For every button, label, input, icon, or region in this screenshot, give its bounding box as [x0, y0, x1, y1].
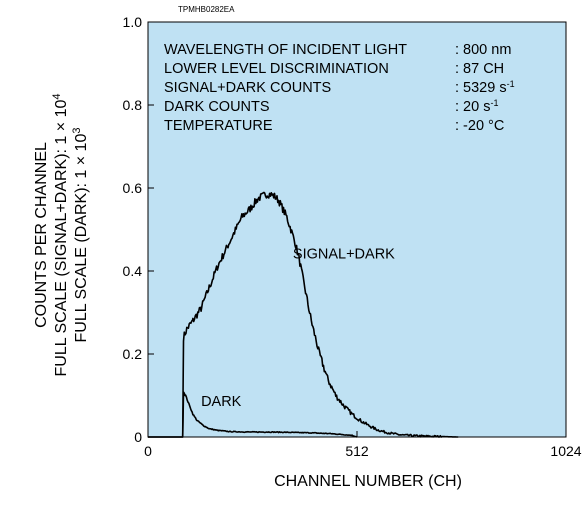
info-value: : 20 s-1	[455, 98, 498, 115]
y-tick-label: 0.4	[123, 263, 143, 279]
series-label-signal-dark: SIGNAL+DARK	[293, 247, 395, 263]
y-axis-title-line: COUNTS PER CHANNEL	[33, 142, 50, 328]
figure-code: TPMHB0282EA	[178, 5, 235, 14]
plot-background	[148, 22, 566, 437]
x-tick-label: 0	[144, 443, 152, 459]
y-tick-label: 0	[134, 429, 142, 445]
series-label-dark: DARK	[201, 394, 242, 410]
info-label: DARK COUNTS	[164, 99, 270, 115]
info-value: : 5329 s-1	[455, 79, 515, 96]
info-label: WAVELENGTH OF INCIDENT LIGHT	[164, 42, 407, 58]
y-tick-label: 1.0	[123, 14, 143, 30]
info-value: : 800 nm	[455, 42, 511, 58]
info-block: WAVELENGTH OF INCIDENT LIGHT : 800 nm LOWE…	[164, 42, 515, 134]
info-value: : 87 CH	[455, 61, 504, 77]
info-label: LOWER LEVEL DISCRIMINATION	[164, 61, 389, 77]
x-tick-label: 512	[345, 443, 369, 459]
x-axis-title: CHANNEL NUMBER (CH)	[274, 473, 462, 490]
y-axis-title: COUNTS PER CHANNEL FULL SCALE (SIGNAL+DAR…	[33, 94, 90, 377]
y-tick-label: 0.8	[123, 97, 143, 113]
series-line-signal-dark	[148, 191, 459, 438]
y-axis-title-line: FULL SCALE (DARK): 1 × 103	[71, 128, 90, 343]
y-tick-label: 0.2	[123, 346, 143, 362]
series-line-dark	[148, 391, 358, 438]
x-tick-label: 1024	[550, 443, 581, 459]
y-tick-label: 0.6	[123, 180, 143, 196]
y-axis-title-line: FULL SCALE (SIGNAL+DARK): 1 × 104	[51, 94, 70, 377]
info-label: SIGNAL+DARK COUNTS	[164, 80, 331, 96]
info-label: TEMPERATURE	[164, 118, 273, 134]
info-value: : -20 °C	[455, 118, 504, 134]
